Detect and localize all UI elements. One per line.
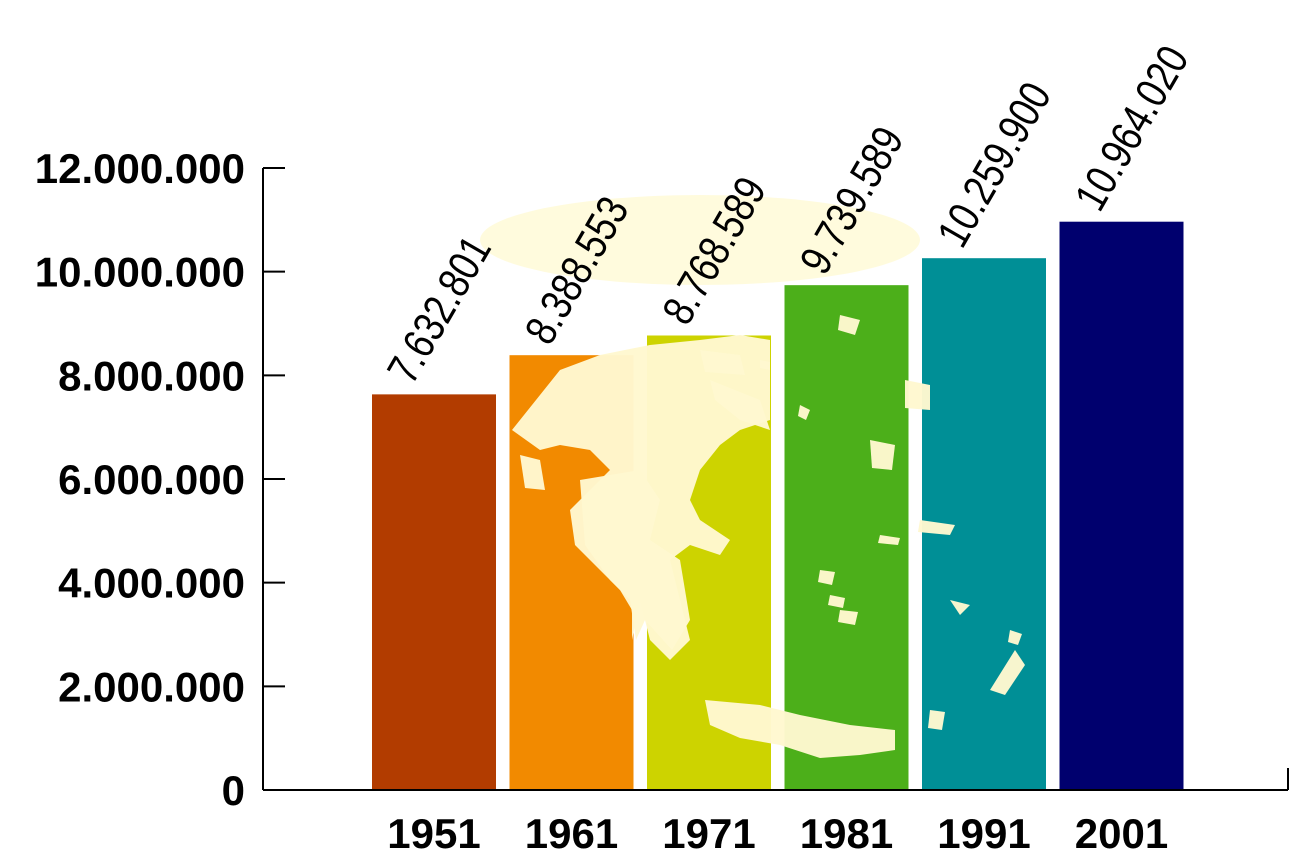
x-tick-label: 1991: [937, 810, 1030, 852]
x-tick-label: 1981: [800, 810, 893, 852]
map-shape: [905, 380, 930, 410]
bars-layer: [372, 221, 1184, 790]
map-shape: [580, 470, 690, 650]
map-shape: [990, 650, 1025, 695]
x-tick-label: 1971: [662, 810, 755, 852]
map-shape: [705, 700, 895, 758]
data-label: 7.632.801: [378, 228, 501, 392]
map-shape: [700, 350, 745, 375]
map-shape: [918, 520, 955, 535]
map-shape: [818, 570, 835, 585]
y-tick-label: 12.000.000: [35, 145, 245, 192]
map-shape: [798, 405, 810, 420]
data-label: 10.259.900: [928, 74, 1061, 255]
x-tick-label: 1961: [525, 810, 618, 852]
map-shape: [760, 360, 770, 370]
y-tick-label: 10.000.000: [35, 249, 245, 296]
axes-layer: 0 2.000.000 4.000.000 6.000.000 8.000.000 10.…: [35, 145, 1289, 852]
bar-1951: [372, 394, 496, 790]
map-shape: [878, 535, 900, 545]
map-shape: [710, 380, 770, 430]
y-tick-label: 0: [222, 767, 245, 814]
map-shape: [828, 595, 845, 608]
data-label: 10.964.020: [1065, 38, 1198, 219]
x-tick-label: 2001: [1075, 810, 1168, 852]
y-tick-label: 6.000.000: [58, 456, 245, 503]
map-silhouette-layer: [480, 195, 920, 285]
map-shape: [838, 315, 860, 335]
map-shape: [1008, 630, 1022, 645]
map-overlay-layer: [512, 315, 1025, 758]
map-shape: [928, 710, 945, 730]
x-tick-label: 1951: [387, 810, 480, 852]
map-shading: [480, 195, 920, 285]
y-tick-label: 8.000.000: [58, 352, 245, 399]
bar-2001: [1059, 221, 1184, 790]
map-shape: [520, 455, 545, 490]
map-shape: [838, 610, 858, 625]
y-tick-label: 4.000.000: [58, 560, 245, 607]
map-shape: [870, 440, 895, 470]
y-tick-label: 2.000.000: [58, 663, 245, 710]
map-shape: [950, 600, 970, 615]
